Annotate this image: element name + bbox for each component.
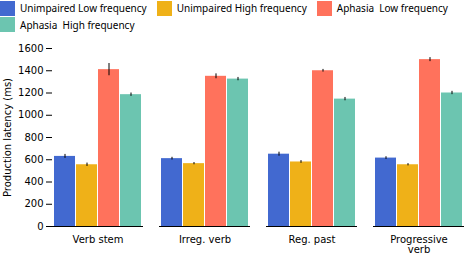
svg-text:Irreg. verb: Irreg. verb xyxy=(179,234,231,245)
svg-text:1600: 1600 xyxy=(18,43,43,54)
svg-text:1000: 1000 xyxy=(18,109,43,120)
svg-text:800: 800 xyxy=(24,132,43,143)
svg-text:Reg. past: Reg. past xyxy=(289,234,336,245)
svg-text:1400: 1400 xyxy=(18,65,43,76)
svg-text:Verb stem: Verb stem xyxy=(73,234,124,245)
svg-text:600: 600 xyxy=(24,154,43,165)
svg-text:0: 0 xyxy=(37,221,43,232)
svg-text:Progressiveverb: Progressiveverb xyxy=(390,234,448,255)
html-text:Unimpaired High frequency: Unimpaired High frequency xyxy=(176,1,307,16)
html-text:Aphasia Low frequency: Aphasia Low frequency xyxy=(336,1,448,16)
html-text:Aphasia High frequency: Aphasia High frequency xyxy=(20,17,135,32)
svg-text:1200: 1200 xyxy=(18,87,43,98)
svg-text:200: 200 xyxy=(24,198,43,209)
svg-text:400: 400 xyxy=(24,176,43,187)
svg-text:Production latency (ms): Production latency (ms) xyxy=(2,78,13,197)
html-text:Unimpaired Low frequency: Unimpaired Low frequency xyxy=(20,1,147,16)
